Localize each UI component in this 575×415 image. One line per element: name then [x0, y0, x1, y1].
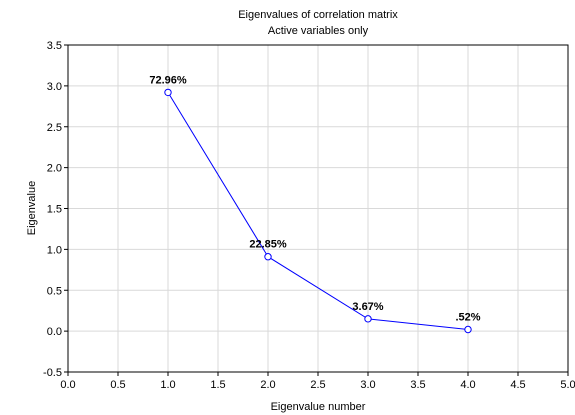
data-point [464, 325, 472, 334]
data-label: 22.85% [249, 239, 287, 251]
x-tick-label: 0.5 [110, 379, 125, 391]
y-tick-label: 0.0 [47, 326, 62, 338]
chart-subtitle: Active variables only [268, 25, 369, 37]
x-axis-label: Eigenvalue number [271, 401, 366, 413]
y-tick-label: -0.5 [43, 367, 62, 379]
y-axis-label: Eigenvalue [26, 181, 38, 235]
y-tick-label: 2.5 [47, 122, 62, 134]
y-axis-ticks: -0.5 0.0 0.5 1.0 1.5 2.0 2.5 3.0 3.5 [43, 40, 68, 379]
data-label: 72.96% [149, 74, 187, 86]
y-tick-label: 0.5 [47, 285, 62, 297]
data-label: .52% [455, 311, 480, 323]
x-tick-label: 0.0 [60, 379, 75, 391]
x-tick-label: 4.0 [460, 379, 475, 391]
y-tick-label: 2.0 [47, 163, 62, 175]
x-tick-label: 3.0 [360, 379, 375, 391]
data-label: 3.67% [352, 301, 383, 313]
series-layer: 72.96% 22.85% 3.67% .52% [149, 74, 481, 334]
y-tick-label: 1.5 [47, 204, 62, 216]
x-tick-label: 2.5 [310, 379, 325, 391]
data-point [364, 315, 372, 323]
x-tick-label: 4.5 [510, 379, 525, 391]
y-tick-label: 3.5 [47, 40, 62, 52]
data-point [264, 253, 272, 261]
data-point [164, 88, 172, 97]
x-tick-label: 3.5 [410, 379, 425, 391]
x-tick-label: 1.5 [210, 379, 225, 391]
series-line [167, 92, 469, 330]
y-tick-label: 3.0 [47, 81, 62, 93]
x-tick-label: 2.0 [260, 379, 275, 391]
x-axis-ticks: 0.0 0.5 1.0 1.5 2.0 2.5 3.0 3.5 4.0 4.5 5.0 [60, 372, 575, 391]
x-tick-label: 1.0 [160, 379, 175, 391]
chart-title: Eigenvalues of correlation matrix [238, 9, 398, 21]
y-tick-label: 1.0 [47, 244, 62, 256]
grid [68, 45, 568, 372]
x-tick-label: 5.0 [560, 379, 575, 391]
